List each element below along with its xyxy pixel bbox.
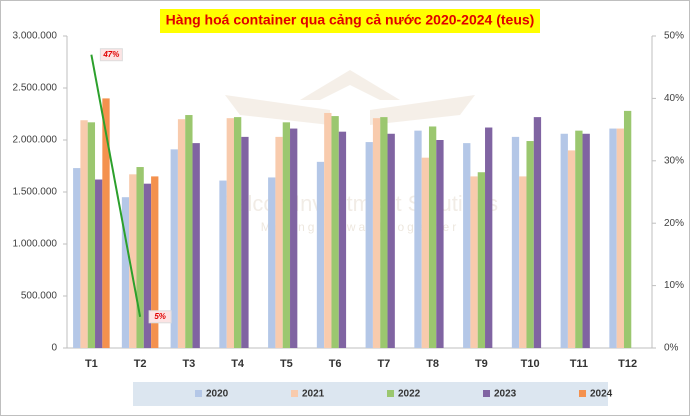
x-tick-label: T5 <box>280 358 293 370</box>
bar <box>477 172 486 348</box>
watermark-logo <box>300 70 400 100</box>
bar <box>268 177 276 348</box>
y-tick-label: 1.000.000 <box>13 239 58 250</box>
y2-tick-label: 10% <box>664 280 684 291</box>
legend-label: 2023 <box>494 389 517 400</box>
bar <box>623 110 632 348</box>
x-tick-label: T12 <box>618 358 637 370</box>
bar <box>121 197 130 348</box>
legend-swatch <box>291 390 298 397</box>
legend-label: 2021 <box>302 389 325 400</box>
y-tick-label: 2.000.000 <box>13 135 58 146</box>
bar <box>511 136 520 348</box>
bar <box>316 161 325 348</box>
x-tick-label: T9 <box>475 358 488 370</box>
bar <box>609 128 617 348</box>
bar <box>192 143 200 348</box>
bar <box>151 176 159 348</box>
x-tick-label: T3 <box>182 358 195 370</box>
y2-tick-label: 40% <box>664 93 684 104</box>
bar <box>575 130 583 348</box>
y2-tick-label: 30% <box>664 155 684 166</box>
bar <box>331 116 339 348</box>
bar <box>387 133 395 348</box>
bar <box>421 157 429 348</box>
x-tick-label: T4 <box>231 358 245 370</box>
bar <box>526 141 534 348</box>
bar <box>560 133 568 348</box>
bar <box>73 168 81 348</box>
bar <box>414 130 422 348</box>
y2-tick-label: 20% <box>664 218 684 229</box>
bar <box>519 176 527 348</box>
x-tick-label: T2 <box>134 358 147 370</box>
bar <box>241 136 249 348</box>
bar <box>567 150 576 348</box>
watermark-tagline: Moving forward together <box>261 220 459 234</box>
x-tick-label: T7 <box>377 358 390 370</box>
bar <box>136 167 144 348</box>
watermark-text: Falcon Investment Solutions <box>222 191 498 216</box>
bar <box>282 122 291 348</box>
legend-swatch <box>387 390 394 397</box>
value-label: 5% <box>154 312 166 321</box>
bar <box>143 183 152 348</box>
bar <box>372 118 381 348</box>
bar <box>219 180 227 348</box>
bar <box>233 117 242 349</box>
x-tick-label: T10 <box>521 358 540 370</box>
watermark-logo <box>225 95 475 125</box>
legend-swatch <box>579 390 586 397</box>
value-label-box <box>99 48 123 62</box>
legend-label: 2022 <box>398 389 421 400</box>
chart-title: Hàng hoá container qua cảng cả nước 2020… <box>166 12 535 28</box>
bar <box>102 98 110 349</box>
bar <box>226 118 234 348</box>
bar <box>80 120 88 349</box>
bar <box>436 140 444 348</box>
growth-line <box>90 54 142 317</box>
bar <box>470 176 478 348</box>
bar <box>463 143 471 348</box>
bar <box>170 149 178 348</box>
value-label: 47% <box>102 50 119 59</box>
legend-label: 2024 <box>590 389 613 400</box>
bar <box>582 133 590 348</box>
bar <box>365 142 373 348</box>
y2-tick-label: 0% <box>664 343 679 354</box>
title-box <box>160 9 540 33</box>
bar <box>338 131 347 348</box>
legend-box <box>133 382 608 406</box>
bar <box>324 112 332 349</box>
bar <box>129 174 137 348</box>
y-tick-label: 1.500.000 <box>13 187 58 198</box>
watermark: Falcon Investment Solutions Moving forwa… <box>222 70 498 234</box>
value-label-box <box>148 310 172 324</box>
bar <box>275 136 283 348</box>
bar <box>290 128 298 348</box>
x-tick-label: T11 <box>570 358 588 370</box>
y-tick-label: 500.000 <box>21 291 58 302</box>
bar <box>380 117 388 349</box>
bar <box>485 127 493 349</box>
legend-swatch <box>483 390 490 397</box>
legend-label: 2020 <box>206 389 229 400</box>
bar <box>533 117 542 349</box>
y-tick-label: 3.000.000 <box>13 31 58 42</box>
y-tick-label: 2.500.000 <box>13 83 58 94</box>
bar <box>87 122 96 348</box>
bar <box>95 179 103 348</box>
x-tick-label: T1 <box>85 358 98 370</box>
legend-swatch <box>195 390 202 397</box>
y2-tick-label: 50% <box>664 31 684 42</box>
bar <box>616 128 624 348</box>
y-tick-label: 0 <box>51 343 57 354</box>
bar <box>177 119 186 348</box>
x-tick-label: T8 <box>426 358 439 370</box>
x-tick-label: T6 <box>329 358 342 370</box>
bar <box>428 126 437 348</box>
bar <box>185 115 193 348</box>
